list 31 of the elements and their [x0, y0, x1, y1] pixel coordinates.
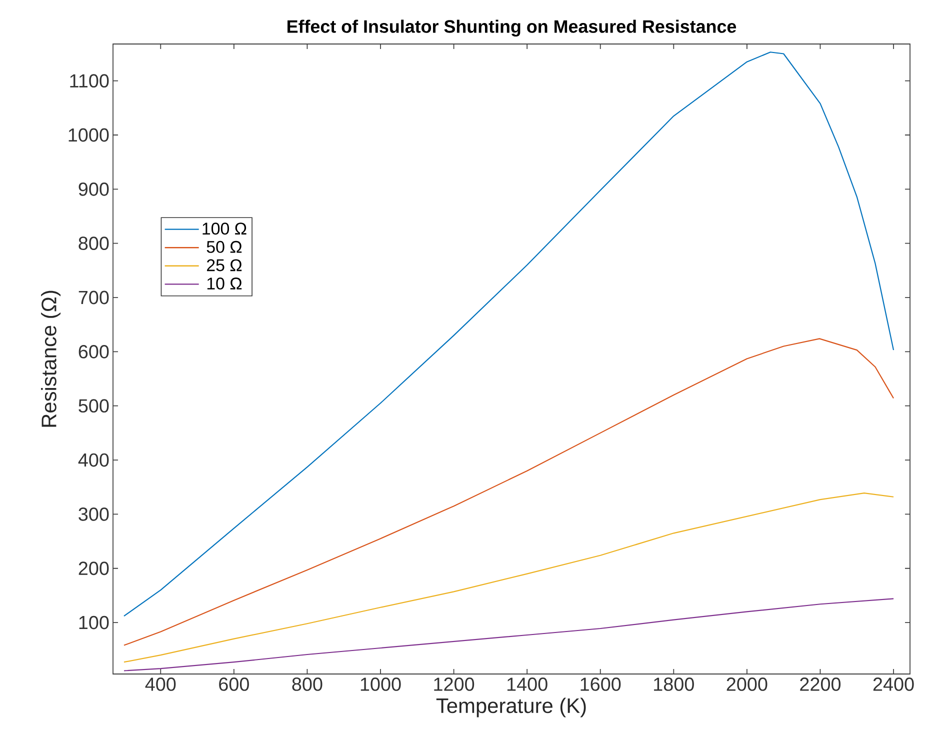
legend-label: 100 Ω [202, 222, 246, 235]
x-tick-label: 1600 [580, 678, 621, 691]
line-series [123, 52, 894, 617]
y-tick-label: 1100 [70, 74, 109, 88]
y-axis-title: Resistance (Ω) [41, 290, 61, 427]
legend-label: 50 Ω [206, 240, 242, 253]
legend-label: 10 Ω [207, 278, 242, 290]
x-tick-label: 800 [292, 678, 322, 691]
x-tick-label: 1000 [360, 678, 401, 691]
y-tick-label: 100 [79, 616, 109, 630]
legend-label: 25 Ω [206, 259, 242, 272]
y-tick-label: 200 [78, 562, 109, 576]
y-tick-label: 800 [78, 236, 109, 250]
x-tick-label: 1800 [654, 678, 694, 691]
x-tick-label: 2200 [800, 678, 841, 691]
y-tick-label: 900 [78, 182, 109, 196]
x-tick-label: 600 [219, 678, 249, 691]
y-tick-label: 400 [78, 453, 109, 467]
x-tick-label: 1400 [507, 678, 548, 691]
chart-title: Effect of Insulator Shunting on Measured Resistance [288, 20, 736, 36]
x-tick-label: 400 [145, 678, 176, 691]
y-tick-label: 1000 [68, 128, 109, 142]
x-axis-title: Temperature (K) [436, 698, 586, 718]
y-tick-label: 300 [78, 507, 109, 521]
x-tick-label: 2000 [726, 678, 768, 691]
line-series [123, 338, 894, 646]
x-tick-label: 1200 [434, 678, 474, 691]
x-tick-label: 2400 [873, 678, 914, 691]
y-tick-label: 500 [78, 399, 109, 413]
y-tick-label: 700 [78, 290, 109, 304]
y-tick-label: 600 [78, 344, 109, 358]
